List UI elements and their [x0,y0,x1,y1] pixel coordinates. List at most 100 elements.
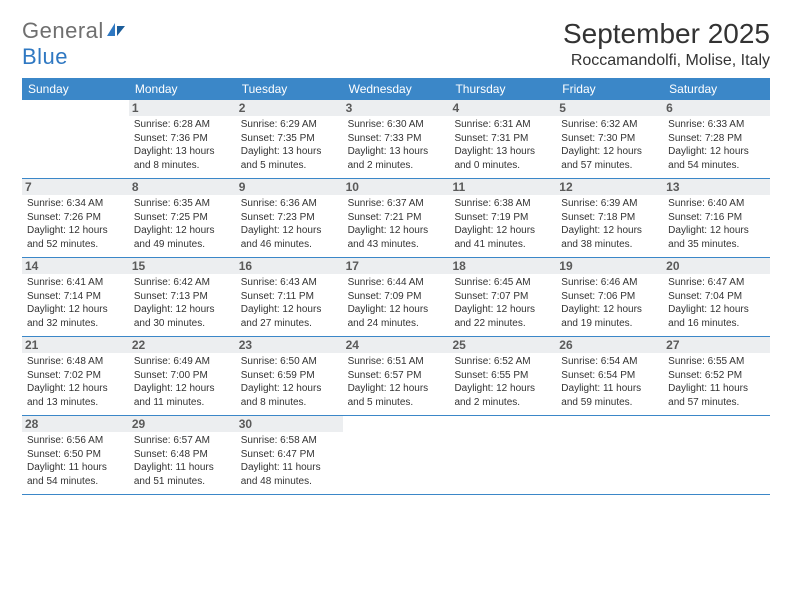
day-cell: 24Sunrise: 6:51 AMSunset: 6:57 PMDayligh… [343,337,450,415]
daylight-text: Daylight: 12 hours and 46 minutes. [241,224,338,251]
sunrise-text: Sunrise: 6:43 AM [241,276,338,290]
day-cell: 6Sunrise: 6:33 AMSunset: 7:28 PMDaylight… [663,100,770,178]
daylight-text: Daylight: 12 hours and 16 minutes. [668,303,765,330]
day-cell: 28Sunrise: 6:56 AMSunset: 6:50 PMDayligh… [22,416,129,494]
daylight-text: Daylight: 12 hours and 2 minutes. [454,382,551,409]
sunset-text: Sunset: 6:59 PM [241,369,338,383]
day-number: 29 [129,416,236,432]
daylight-text: Daylight: 12 hours and 27 minutes. [241,303,338,330]
sunset-text: Sunset: 7:19 PM [454,211,551,225]
sunrise-text: Sunrise: 6:30 AM [348,118,445,132]
sunset-text: Sunset: 7:25 PM [134,211,231,225]
weekday-header: Monday [129,78,236,100]
week-row: 1Sunrise: 6:28 AMSunset: 7:36 PMDaylight… [22,100,770,179]
logo-text-blue: Blue [22,44,68,69]
day-cell: 3Sunrise: 6:30 AMSunset: 7:33 PMDaylight… [343,100,450,178]
day-cell: 30 Sunrise: 6:58 AMSunset: 6:47 PMDayligh… [236,416,343,494]
daylight-text: Daylight: 11 hours and 48 minutes. [241,461,338,488]
sunrise-text: Sunrise: 6:31 AM [454,118,551,132]
daylight-text: Daylight: 13 hours and 0 minutes. [454,145,551,172]
day-number: 6 [663,100,770,116]
sunrise-text: Sunrise: 6:48 AM [27,355,124,369]
sunrise-text: Sunrise: 6:52 AM [454,355,551,369]
logo: General Blue [22,18,126,70]
day-number: 22 [129,337,236,353]
day-cell: 8Sunrise: 6:35 AMSunset: 7:25 PMDaylight… [129,179,236,257]
daylight-text: Daylight: 12 hours and 41 minutes. [454,224,551,251]
calendar: SundayMondayTuesdayWednesdayThursdayFrid… [22,78,770,495]
day-number: 14 [22,258,129,274]
day-cell [556,416,663,494]
sunset-text: Sunset: 7:14 PM [27,290,124,304]
month-title: September 2025 [563,18,770,50]
daylight-text: Daylight: 12 hours and 35 minutes. [668,224,765,251]
sunrise-text: Sunrise: 6:55 AM [668,355,765,369]
day-cell: 13 Sunrise: 6:40 AMSunset: 7:16 PMDayligh… [663,179,770,257]
sunrise-text: Sunrise: 6:34 AM [27,197,124,211]
week-row: 28 Sunrise: 6:56 AMSunset: 6:50 PM Dayligh… [22,416,770,495]
day-number: 15 [129,258,236,274]
sunset-text: Sunset: 7:23 PM [241,211,338,225]
day-cell: 22Sunrise: 6:49 AMSunset: 7:00 PMDayligh… [129,337,236,415]
week-row: 21Sunrise: 6:48 AMSunset: 7:02 PMDayligh… [22,337,770,416]
sunset-text: Sunset: 6:48 PM [134,448,231,462]
day-cell: 2Sunrise: 6:29 AMSunset: 7:35 PMDaylight… [236,100,343,178]
daylight-text: Daylight: 12 hours and 43 minutes. [348,224,445,251]
sunset-text: Sunset: 7:18 PM [561,211,658,225]
sunset-text: Sunset: 7:36 PM [134,132,231,146]
day-cell [343,416,450,494]
sunrise-text: Sunrise: 6:46 AM [561,276,658,290]
week-row: 14Sunrise: 6:41 AMSunset: 7:14 PMDayligh… [22,258,770,337]
day-cell: 21Sunrise: 6:48 AMSunset: 7:02 PMDayligh… [22,337,129,415]
day-cell: 1Sunrise: 6:28 AMSunset: 7:36 PMDaylight… [129,100,236,178]
sunrise-text: Sunrise: 6:57 AM [134,434,231,448]
day-cell: 15Sunrise: 6:42 AMSunset: 7:13 PMDayligh… [129,258,236,336]
daylight-text: Daylight: 12 hours and 13 minutes. [27,382,124,409]
day-cell: 5Sunrise: 6:32 AMSunset: 7:30 PMDaylight… [556,100,663,178]
logo-text-general: General [22,18,104,43]
title-block: September 2025 Roccamandolfi, Molise, It… [563,18,770,70]
day-number: 17 [343,258,450,274]
day-number: 28 [22,416,129,432]
day-cell: 25Sunrise: 6:52 AMSunset: 6:55 PMDayligh… [449,337,556,415]
day-number: 30 [236,416,343,432]
day-number: 21 [22,337,129,353]
daylight-text: Daylight: 12 hours and 22 minutes. [454,303,551,330]
sunrise-text: Sunrise: 6:58 AM [241,434,338,448]
daylight-text: Daylight: 12 hours and 8 minutes. [241,382,338,409]
sunset-text: Sunset: 7:21 PM [348,211,445,225]
location: Roccamandolfi, Molise, Italy [563,52,770,70]
day-number: 2 [236,100,343,116]
sunset-text: Sunset: 6:54 PM [561,369,658,383]
day-number: 11 [449,179,556,195]
sunset-text: Sunset: 6:50 PM [27,448,124,462]
sunrise-text: Sunrise: 6:47 AM [668,276,765,290]
daylight-text: Daylight: 12 hours and 32 minutes. [27,303,124,330]
sunset-text: Sunset: 7:16 PM [668,211,765,225]
daylight-text: Daylight: 12 hours and 49 minutes. [134,224,231,251]
sunset-text: Sunset: 7:06 PM [561,290,658,304]
weekday-header: Sunday [22,78,129,100]
sunrise-text: Sunrise: 6:38 AM [454,197,551,211]
sunrise-text: Sunrise: 6:41 AM [27,276,124,290]
sunset-text: Sunset: 6:52 PM [668,369,765,383]
day-cell [22,100,129,178]
day-cell: 10Sunrise: 6:37 AMSunset: 7:21 PMDayligh… [343,179,450,257]
day-cell: 17Sunrise: 6:44 AMSunset: 7:09 PMDayligh… [343,258,450,336]
daylight-text: Daylight: 12 hours and 30 minutes. [134,303,231,330]
weekday-header: Wednesday [343,78,450,100]
sunrise-text: Sunrise: 6:40 AM [668,197,765,211]
sunrise-text: Sunrise: 6:56 AM [27,434,124,448]
daylight-text: Daylight: 13 hours and 5 minutes. [241,145,338,172]
day-number: 13 [663,179,770,195]
sunset-text: Sunset: 7:33 PM [348,132,445,146]
daylight-text: Daylight: 11 hours and 57 minutes. [668,382,765,409]
sunrise-text: Sunrise: 6:54 AM [561,355,658,369]
day-number: 1 [129,100,236,116]
day-number: 3 [343,100,450,116]
sunrise-text: Sunrise: 6:45 AM [454,276,551,290]
sunset-text: Sunset: 7:26 PM [27,211,124,225]
sunset-text: Sunset: 6:47 PM [241,448,338,462]
sunrise-text: Sunrise: 6:35 AM [134,197,231,211]
weekday-header: Saturday [663,78,770,100]
